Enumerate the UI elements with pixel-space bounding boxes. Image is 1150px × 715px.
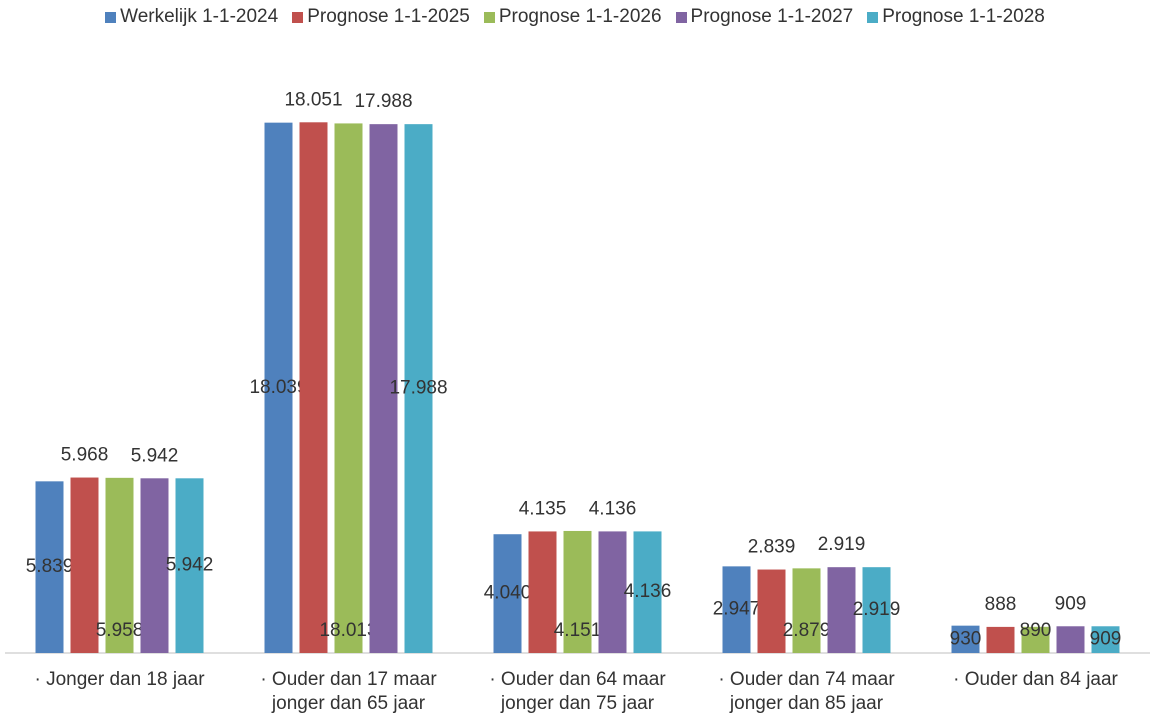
data-label: 5.968 xyxy=(61,445,109,466)
bar xyxy=(1021,626,1050,653)
legend-item: Werkelijk 1-1-2024 xyxy=(105,6,278,28)
bar xyxy=(986,626,1015,653)
data-label: 4.136 xyxy=(624,581,672,602)
bar xyxy=(404,124,433,653)
bar xyxy=(369,124,398,653)
bar xyxy=(175,478,204,653)
bar xyxy=(1091,626,1120,653)
legend-swatch xyxy=(867,11,879,23)
legend-label: Werkelijk 1-1-2024 xyxy=(120,6,279,27)
bar xyxy=(299,122,328,653)
bar xyxy=(633,531,662,653)
legend-swatch xyxy=(483,11,495,23)
x-tick-label: · Ouder dan 64 maar jonger dan 75 jaar xyxy=(489,669,666,714)
data-label: 930 xyxy=(950,628,982,649)
data-label: 4.151 xyxy=(554,620,602,641)
bar xyxy=(862,567,891,653)
data-label: 2.879 xyxy=(783,620,831,641)
bar xyxy=(827,567,856,653)
legend-swatch xyxy=(292,11,304,23)
data-label: 5.942 xyxy=(131,445,179,466)
bar xyxy=(493,534,522,653)
bar xyxy=(563,530,592,653)
legend-label: Prognose 1-1-2028 xyxy=(882,6,1045,27)
bar xyxy=(35,481,64,653)
x-tick-label: · Ouder dan 74 maar jonger dan 85 jaar xyxy=(718,669,895,714)
legend-label: Prognose 1-1-2026 xyxy=(498,6,662,27)
bar xyxy=(951,625,980,653)
data-label: 4.136 xyxy=(589,498,637,519)
legend: Werkelijk 1-1-2024 Prognose 1-1-2025 Progn… xyxy=(0,6,1150,28)
data-label: 909 xyxy=(1055,593,1087,614)
bar xyxy=(334,123,363,654)
bar xyxy=(140,478,169,653)
data-label: 2.919 xyxy=(853,599,901,620)
legend-item: Prognose 1-1-2025 xyxy=(292,6,470,28)
data-label: 2.839 xyxy=(748,537,796,558)
data-label: 890 xyxy=(1020,620,1052,641)
x-tick-label: · Ouder dan 84 jaar xyxy=(953,669,1118,690)
bar xyxy=(528,531,557,653)
legend-item: Prognose 1-1-2028 xyxy=(867,6,1045,28)
bar xyxy=(70,477,99,653)
legend-label: Prognose 1-1-2025 xyxy=(307,6,470,27)
data-label: 5.958 xyxy=(96,620,144,641)
data-label: 17.988 xyxy=(389,378,447,399)
data-label: 5.942 xyxy=(166,555,214,576)
legend-item: Prognose 1-1-2027 xyxy=(675,6,854,28)
legend-swatch xyxy=(105,11,117,23)
legend-item: Prognose 1-1-2026 xyxy=(483,6,662,28)
data-label: 4.135 xyxy=(519,498,567,519)
data-label: 888 xyxy=(985,594,1017,615)
bar xyxy=(598,531,627,653)
data-label: 18.039 xyxy=(249,377,307,398)
x-tick-label: · Ouder dan 17 maar jonger dan 65 jaar xyxy=(260,669,437,714)
bar xyxy=(105,477,134,653)
data-label: 4.040 xyxy=(484,583,532,604)
bar xyxy=(792,568,821,653)
bar xyxy=(264,122,293,654)
data-label: 2.947 xyxy=(713,599,761,620)
data-label: 909 xyxy=(1090,629,1122,650)
legend-label: Prognose 1-1-2027 xyxy=(690,6,854,27)
bar xyxy=(1056,626,1085,653)
bar xyxy=(722,566,751,653)
x-tick-label: · Jonger dan 18 jaar xyxy=(34,669,205,690)
data-label: 18.051 xyxy=(284,89,342,110)
data-label: 2.919 xyxy=(818,534,866,555)
bar xyxy=(757,569,786,653)
data-label: 18.013 xyxy=(319,620,377,641)
data-label: 17.988 xyxy=(354,91,412,112)
legend-swatch xyxy=(675,11,687,23)
data-label: 5.839 xyxy=(26,556,74,577)
